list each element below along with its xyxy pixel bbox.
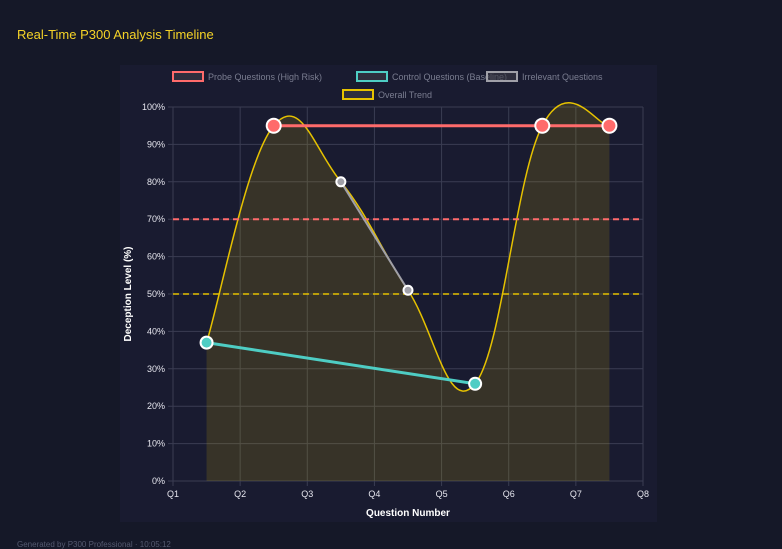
- data-point: [335, 176, 347, 188]
- data-point: [468, 376, 483, 391]
- x-tick-label: Q6: [503, 489, 515, 499]
- series-line-1: [206, 341, 476, 386]
- y-tick-label: 20%: [147, 401, 165, 411]
- y-tick-label: 50%: [147, 289, 165, 299]
- x-axis-label: Question Number: [366, 508, 450, 519]
- chart-title: Real-Time P300 Analysis Timeline: [17, 27, 214, 42]
- y-tick-label: 40%: [147, 326, 165, 336]
- legend-label: Probe Questions (High Risk): [208, 72, 322, 82]
- legend-label: Irrelevant Questions: [522, 72, 603, 82]
- legend-label: Control Questions (Baseline): [392, 72, 507, 82]
- y-tick-label: 60%: [147, 252, 165, 262]
- x-tick-label: Q1: [167, 489, 179, 499]
- y-tick-label: 10%: [147, 439, 165, 449]
- data-point: [601, 117, 618, 134]
- data-point: [199, 335, 214, 350]
- y-tick-label: 90%: [147, 139, 165, 149]
- footer-text: Generated by P300 Professional · 10:05:1…: [17, 540, 171, 549]
- x-tick-label: Q5: [436, 489, 448, 499]
- x-tick-label: Q8: [637, 489, 649, 499]
- series-line-2: [340, 181, 409, 291]
- y-axis-label: Deception Level (%): [123, 246, 134, 341]
- y-tick-label: 80%: [147, 177, 165, 187]
- x-tick-label: Q2: [234, 489, 246, 499]
- x-tick-label: Q4: [368, 489, 380, 499]
- y-tick-label: 0%: [152, 476, 165, 486]
- legend-label: Overall Trend: [378, 90, 432, 100]
- data-point: [402, 284, 414, 296]
- x-tick-label: Q7: [570, 489, 582, 499]
- y-tick-label: 70%: [147, 214, 165, 224]
- y-tick-label: 30%: [147, 364, 165, 374]
- data-point: [265, 117, 282, 134]
- y-tick-label: 100%: [142, 102, 165, 112]
- legend-swatch: [342, 89, 374, 100]
- legend-swatch: [486, 71, 518, 82]
- x-tick-label: Q3: [301, 489, 313, 499]
- data-point: [534, 117, 551, 134]
- legend-swatch: [172, 71, 204, 82]
- legend-swatch: [356, 71, 388, 82]
